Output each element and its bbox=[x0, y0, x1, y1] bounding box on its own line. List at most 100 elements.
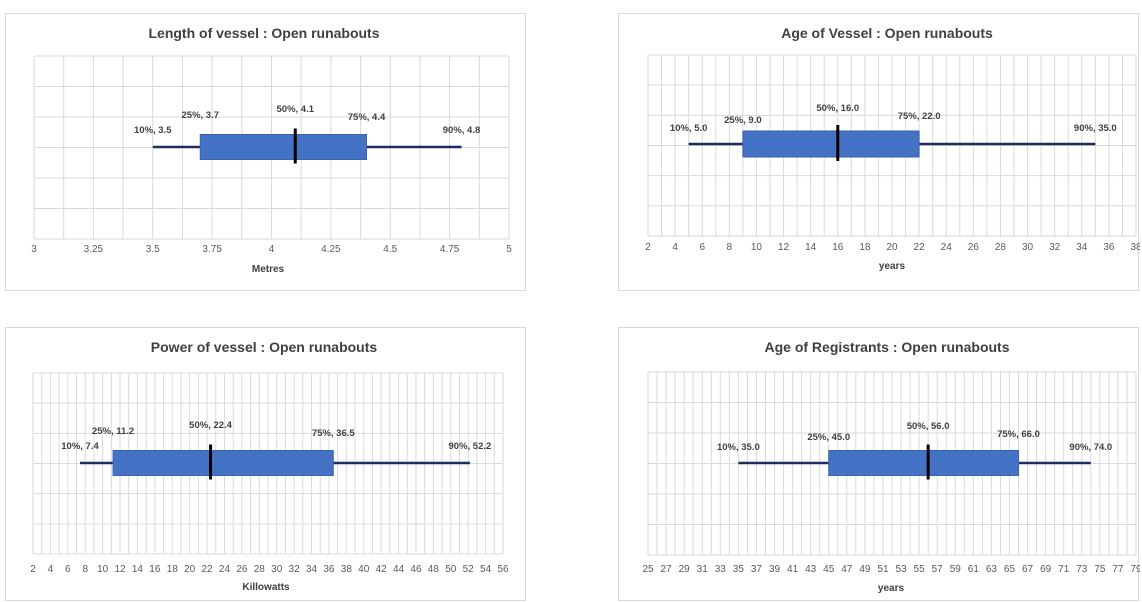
x-tick-label: 34 bbox=[1076, 242, 1088, 253]
x-tick-label: 29 bbox=[679, 564, 691, 575]
x-tick-label: 6 bbox=[699, 242, 705, 253]
x-tick-label: 28 bbox=[995, 242, 1007, 253]
data-label-p10: 10%, 35.0 bbox=[717, 442, 760, 453]
x-tick-label: 36 bbox=[323, 564, 335, 575]
x-tick-label: 46 bbox=[410, 564, 422, 575]
data-label-p50: 50%, 16.0 bbox=[816, 103, 859, 114]
x-tick-label: 5 bbox=[506, 244, 512, 255]
x-tick-label: 24 bbox=[219, 564, 231, 575]
x-tick-label: 48 bbox=[428, 564, 440, 575]
data-label-p75: 75%, 66.0 bbox=[997, 429, 1040, 440]
chart-marks: 3 3.25 3.5 3.75 4 4.25 4.5 4.75 5 10%, 3.5 25%, 3.… bbox=[31, 55, 512, 255]
x-tick-label: 34 bbox=[306, 564, 318, 575]
x-tick-label: 20 bbox=[184, 564, 196, 575]
x-tick-label: 22 bbox=[202, 564, 214, 575]
x-tick-label: 30 bbox=[1022, 242, 1034, 253]
x-tick-label: 10 bbox=[97, 564, 109, 575]
x-tick-label: 37 bbox=[751, 564, 763, 575]
data-label-p10: 10%, 7.4 bbox=[61, 441, 99, 452]
x-tick-label: 16 bbox=[832, 242, 844, 253]
x-tick-label: 22 bbox=[914, 242, 926, 253]
x-tick-label: 71 bbox=[1058, 564, 1070, 575]
x-tick-label: 57 bbox=[932, 564, 944, 575]
chart-plot: Age of Vessel : Open runabouts 2 4 6 8 10 12 1… bbox=[645, 25, 1140, 272]
x-tick-label: 63 bbox=[986, 564, 998, 575]
x-tick-label: 10 bbox=[751, 242, 763, 253]
x-tick-label: 25 bbox=[642, 564, 654, 575]
data-label-p25: 25%, 45.0 bbox=[807, 432, 850, 443]
chart-title: Age of Vessel : Open runabouts bbox=[781, 25, 993, 41]
chart-plot: Power of vessel : Open runabouts 2 4 6 8 10 1… bbox=[30, 339, 509, 593]
x-tick-label: 50 bbox=[445, 564, 457, 575]
x-tick-label: 27 bbox=[661, 564, 673, 575]
x-tick-label: 8 bbox=[82, 564, 88, 575]
x-tick-label: 4.5 bbox=[383, 244, 397, 255]
x-tick-label: 3 bbox=[31, 244, 37, 255]
x-axis-label: Metres bbox=[252, 264, 285, 275]
chart-title: Age of Registrants : Open runabouts bbox=[764, 339, 1009, 355]
x-axis-label: years bbox=[878, 583, 905, 594]
data-label-p25: 25%, 9.0 bbox=[724, 115, 762, 126]
x-tick-label: 18 bbox=[859, 242, 871, 253]
x-tick-label: 61 bbox=[968, 564, 980, 575]
data-label-p75: 75%, 4.4 bbox=[348, 112, 386, 123]
x-tick-label: 52 bbox=[463, 564, 475, 575]
x-tick-label: 3.5 bbox=[146, 244, 160, 255]
x-tick-label: 6 bbox=[65, 564, 71, 575]
x-tick-label: 3.25 bbox=[84, 244, 104, 255]
x-tick-label: 49 bbox=[859, 564, 871, 575]
chart-title: Power of vessel : Open runabouts bbox=[151, 339, 378, 355]
x-tick-label: 39 bbox=[769, 564, 781, 575]
data-label-p90: 90%, 4.8 bbox=[443, 125, 481, 136]
x-tick-label: 2 bbox=[30, 564, 36, 575]
x-tick-label: 14 bbox=[132, 564, 144, 575]
x-axis-label: years bbox=[879, 261, 906, 272]
x-tick-label: 12 bbox=[114, 564, 126, 575]
chart-age-of-vessel: Age of Vessel : Open runabouts 2 4 6 8 10 12 1… bbox=[618, 13, 1140, 291]
data-label-p10: 10%, 5.0 bbox=[670, 123, 708, 134]
x-tick-label: 69 bbox=[1040, 564, 1052, 575]
iqr-box bbox=[112, 450, 334, 476]
x-tick-label: 65 bbox=[1004, 564, 1016, 575]
chart-plot: Age of Registrants : Open runabouts 25 27… bbox=[642, 339, 1140, 594]
x-tick-label: 54 bbox=[480, 564, 492, 575]
chart-age-of-registrants: Age of Registrants : Open runabouts 25 27… bbox=[618, 327, 1140, 601]
x-tick-label: 2 bbox=[645, 242, 651, 253]
x-tick-label: 8 bbox=[727, 242, 733, 253]
x-tick-label: 40 bbox=[358, 564, 370, 575]
chart-plot: Length of vessel : Open runabouts 3 3.25 3… bbox=[31, 25, 512, 275]
x-tick-label: 4.75 bbox=[440, 244, 460, 255]
iqr-box bbox=[742, 130, 920, 158]
x-tick-label: 14 bbox=[805, 242, 817, 253]
x-tick-label: 41 bbox=[787, 564, 799, 575]
data-label-p90: 90%, 74.0 bbox=[1069, 442, 1112, 453]
chart-title: Length of vessel : Open runabouts bbox=[148, 25, 379, 41]
x-tick-label: 3.75 bbox=[202, 244, 222, 255]
data-label-p25: 25%, 3.7 bbox=[182, 110, 220, 121]
x-tick-label: 47 bbox=[841, 564, 853, 575]
data-label-p10: 10%, 3.5 bbox=[134, 125, 172, 136]
chart-length-of-vessel: Length of vessel : Open runabouts 3 3.25 3… bbox=[5, 13, 526, 291]
x-axis-label: Killowatts bbox=[242, 582, 290, 593]
x-tick-label: 32 bbox=[1049, 242, 1061, 253]
data-label-p90: 90%, 35.0 bbox=[1074, 123, 1117, 134]
x-tick-label: 59 bbox=[950, 564, 962, 575]
x-tick-label: 44 bbox=[393, 564, 405, 575]
x-tick-label: 18 bbox=[167, 564, 179, 575]
x-tick-label: 12 bbox=[778, 242, 790, 253]
data-label-p25: 25%, 11.2 bbox=[92, 426, 134, 437]
x-tick-label: 45 bbox=[823, 564, 835, 575]
chart-marks: 2 4 6 8 10 12 14 16 18 20 22 24 26 28 30 32 34 36 38 40 42 44… bbox=[30, 372, 509, 575]
x-tick-label: 43 bbox=[805, 564, 817, 575]
x-tick-label: 4 bbox=[269, 244, 275, 255]
x-tick-label: 36 bbox=[1103, 242, 1115, 253]
x-tick-label: 31 bbox=[697, 564, 709, 575]
x-tick-label: 20 bbox=[886, 242, 898, 253]
iqr-box bbox=[199, 134, 367, 160]
chart-power-of-vessel: Power of vessel : Open runabouts 2 4 6 8 10 1… bbox=[5, 327, 526, 601]
x-tick-label: 30 bbox=[271, 564, 283, 575]
data-label-p75: 75%, 22.0 bbox=[898, 111, 941, 122]
x-tick-label: 32 bbox=[289, 564, 301, 575]
x-tick-label: 42 bbox=[376, 564, 388, 575]
